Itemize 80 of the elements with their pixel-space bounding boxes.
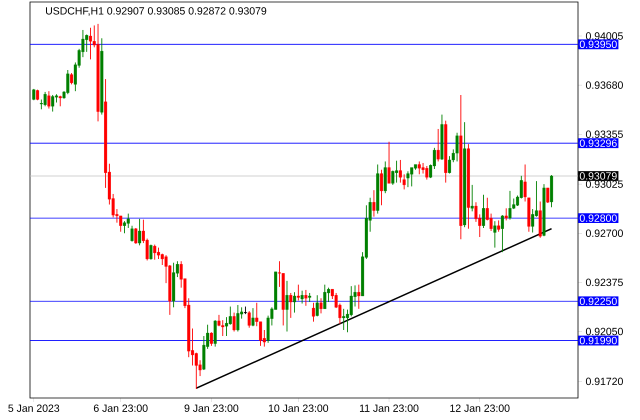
ref-line-label: 0.93079 <box>580 172 617 180</box>
candlestick <box>47 90 50 110</box>
y-tick-label: 0.91720 <box>586 378 623 386</box>
candlestick <box>304 289 308 306</box>
candlestick <box>500 214 504 253</box>
x-tick-label: 12 Jan 23:00 <box>450 404 510 412</box>
x-tick-label: 5 Jan 2023 <box>8 404 60 412</box>
candlestick <box>44 91 47 107</box>
candlestick <box>342 308 346 330</box>
x-tick-label: 10 Jan 23:00 <box>268 404 328 412</box>
candlestick <box>285 280 289 332</box>
candlestick <box>508 190 512 220</box>
candlestick <box>425 166 428 180</box>
x-tick-label: 9 Jan 23:00 <box>184 404 238 412</box>
y-tick-label: 0.92050 <box>586 328 623 336</box>
candlestick <box>210 332 213 346</box>
chart-title: USDCHF,H1 0.92907 0.93085 0.92872 0.93079 <box>46 7 266 16</box>
candlestick <box>51 94 54 112</box>
candlestick <box>406 170 410 188</box>
x-tick-label: 6 Jan 23:00 <box>94 404 148 412</box>
candlestick <box>293 292 296 314</box>
candlestick <box>316 294 319 317</box>
candlestick <box>497 220 500 232</box>
candlestick <box>149 244 152 260</box>
candlestick <box>225 316 228 336</box>
ref-line-label: 0.93296 <box>580 139 617 147</box>
candlestick <box>493 220 496 248</box>
candlestick <box>395 160 398 184</box>
candlestick <box>504 208 508 221</box>
candlestick <box>58 95 62 107</box>
candlestick <box>296 284 300 301</box>
candlestick <box>482 194 486 228</box>
candlestick <box>388 141 391 184</box>
candlestick <box>134 228 138 244</box>
candlestick <box>422 162 425 174</box>
y-tick-label: 0.92700 <box>586 230 623 237</box>
candlestick <box>259 321 262 346</box>
candlestick <box>384 161 387 194</box>
candlestick <box>156 247 160 260</box>
ref-line-label: 0.93950 <box>580 40 617 48</box>
y-tick-label: 0.93355 <box>586 130 623 138</box>
candlestick <box>436 128 440 162</box>
candlestick <box>323 284 326 310</box>
ref-line-label: 0.91990 <box>580 336 617 344</box>
candlestick <box>138 218 142 246</box>
x-tick-label: 11 Jan 23:00 <box>360 404 418 412</box>
candlestick <box>88 27 92 60</box>
candlestick <box>357 284 360 310</box>
candlestick <box>289 292 292 318</box>
candlestick <box>312 302 315 322</box>
candlestick <box>236 304 240 332</box>
candlestick <box>380 169 383 206</box>
candlestick <box>456 132 459 162</box>
candlestick <box>221 320 224 336</box>
candlestick <box>470 184 474 212</box>
candlestick <box>448 156 452 174</box>
candlestick <box>300 290 304 304</box>
candlestick <box>474 202 478 222</box>
ref-line-label: 0.92250 <box>580 298 617 305</box>
y-tick-label: 0.93025 <box>586 180 623 188</box>
candlestick <box>122 220 126 234</box>
candlestick <box>251 308 254 327</box>
y-tick-label: 0.93680 <box>586 81 623 89</box>
y-tick-label: 0.92375 <box>586 278 623 286</box>
candlestick <box>546 187 550 204</box>
candlestick <box>372 190 376 218</box>
candlestick <box>308 292 312 302</box>
candlestick <box>130 225 134 242</box>
candlestick <box>248 310 251 328</box>
candlestick <box>66 70 70 95</box>
candlestick <box>418 161 421 175</box>
candlestick <box>410 167 414 187</box>
candlestick <box>70 72 74 85</box>
candlestick <box>214 320 217 348</box>
ref-line-label: 0.92800 <box>580 214 617 222</box>
candlestick <box>320 298 323 314</box>
candlestick <box>153 244 156 260</box>
y-tick-label: 0.94005 <box>586 32 623 40</box>
candlestick <box>244 306 248 315</box>
candlestick <box>232 312 236 332</box>
